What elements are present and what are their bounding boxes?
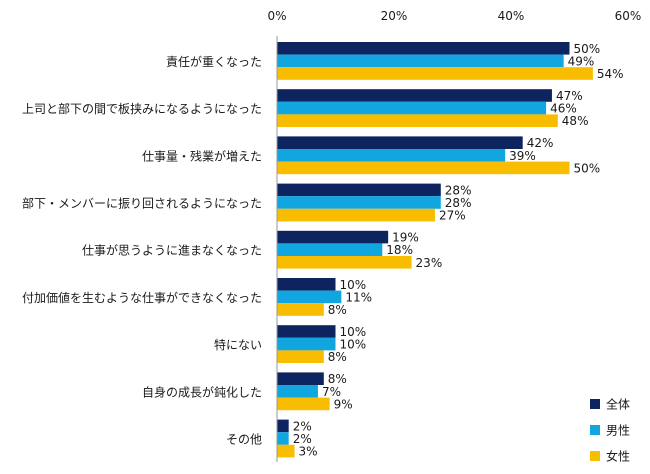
data-label: 10% — [340, 278, 367, 292]
data-label: 50% — [574, 161, 601, 175]
bar — [277, 42, 570, 55]
data-label: 47% — [556, 89, 583, 103]
bar — [277, 114, 558, 127]
data-label: 27% — [439, 209, 466, 223]
data-label: 2% — [293, 419, 312, 433]
legend-label: 全体 — [606, 397, 630, 412]
bar — [277, 89, 552, 102]
bar — [277, 230, 389, 244]
x-tick-label: 20% — [381, 9, 408, 23]
bar — [277, 136, 523, 149]
bar — [277, 67, 593, 80]
data-label: 23% — [416, 256, 443, 270]
bar — [277, 385, 318, 398]
data-label: 48% — [562, 114, 589, 128]
bar — [277, 196, 441, 209]
category-label: その他 — [226, 433, 262, 447]
bar — [277, 54, 564, 68]
x-axis-ticks: 0% 20% 40% 60% — [267, 9, 641, 23]
data-label: 8% — [328, 350, 347, 364]
category-label: 付加価値を生むような仕事ができなくなった — [22, 290, 262, 305]
bar — [277, 372, 324, 385]
bars: 50%49%54%47%46%48%42%39%50%28%28%27%19%1… — [277, 42, 624, 459]
bar — [277, 303, 324, 316]
data-label: 3% — [299, 445, 318, 459]
bar — [277, 101, 547, 115]
legend-swatch — [590, 425, 600, 435]
data-label: 2% — [293, 432, 312, 446]
data-label: 10% — [340, 338, 367, 352]
data-label: 10% — [340, 325, 367, 339]
category-label: 自身の成長が鈍化した — [142, 384, 262, 399]
data-label: 49% — [568, 54, 595, 68]
bar — [277, 350, 324, 363]
bar — [277, 419, 289, 433]
data-label: 8% — [328, 372, 347, 386]
bar — [277, 397, 330, 411]
data-label: 50% — [574, 42, 601, 56]
bar — [277, 337, 336, 351]
category-label: 責任が重くなった — [166, 54, 262, 69]
category-label: 特にない — [214, 337, 262, 352]
bar — [277, 325, 336, 338]
category-label: 仕事量・残業が増えた — [142, 148, 262, 163]
legend-label: 女性 — [606, 449, 630, 464]
data-label: 9% — [334, 397, 353, 411]
x-tick-label: 40% — [498, 9, 525, 23]
data-label: 8% — [328, 303, 347, 317]
bar — [277, 208, 435, 222]
legend-label: 男性 — [606, 424, 630, 438]
x-tick-label: 60% — [615, 9, 642, 23]
category-label: 上司と部下の間で板挟みになるようになった — [22, 101, 262, 116]
data-label: 28% — [445, 196, 472, 210]
bar — [277, 256, 412, 269]
data-label: 39% — [509, 149, 536, 163]
data-label: 7% — [322, 385, 341, 399]
category-labels: 責任が重くなった上司と部下の間で板挟みになるようになった仕事量・残業が増えた部下… — [22, 54, 262, 447]
bar — [277, 243, 383, 256]
data-label: 42% — [527, 136, 554, 150]
bar — [277, 432, 289, 445]
data-label: 19% — [392, 231, 419, 245]
x-tick-label: 0% — [267, 9, 286, 23]
data-label: 28% — [445, 183, 472, 197]
bar — [277, 278, 336, 291]
data-label: 46% — [550, 102, 577, 116]
bar — [277, 161, 570, 175]
bar — [277, 444, 295, 458]
data-label: 18% — [386, 243, 413, 257]
category-label: 部下・メンバーに振り回されるようになった — [22, 196, 262, 211]
category-label: 仕事が思うように進まなくなった — [82, 243, 262, 258]
bar — [277, 183, 441, 197]
legend-swatch — [590, 451, 600, 461]
bar — [277, 290, 342, 304]
data-label: 54% — [597, 67, 624, 81]
legend-swatch — [590, 399, 600, 409]
bar — [277, 149, 506, 162]
data-label: 11% — [345, 290, 372, 304]
